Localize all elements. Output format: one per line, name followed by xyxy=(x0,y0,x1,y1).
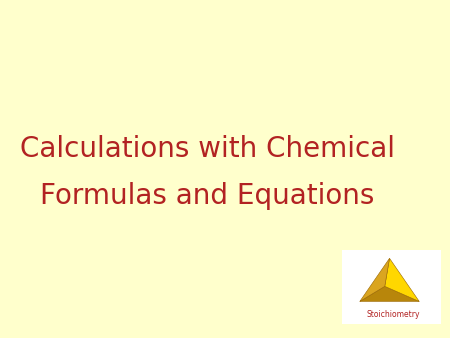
Polygon shape xyxy=(360,258,390,301)
Text: Calculations with Chemical: Calculations with Chemical xyxy=(19,135,395,163)
FancyBboxPatch shape xyxy=(342,250,441,324)
Text: Stoichiometry: Stoichiometry xyxy=(367,310,420,319)
Polygon shape xyxy=(385,258,419,301)
Text: Formulas and Equations: Formulas and Equations xyxy=(40,182,374,210)
Polygon shape xyxy=(360,286,419,301)
